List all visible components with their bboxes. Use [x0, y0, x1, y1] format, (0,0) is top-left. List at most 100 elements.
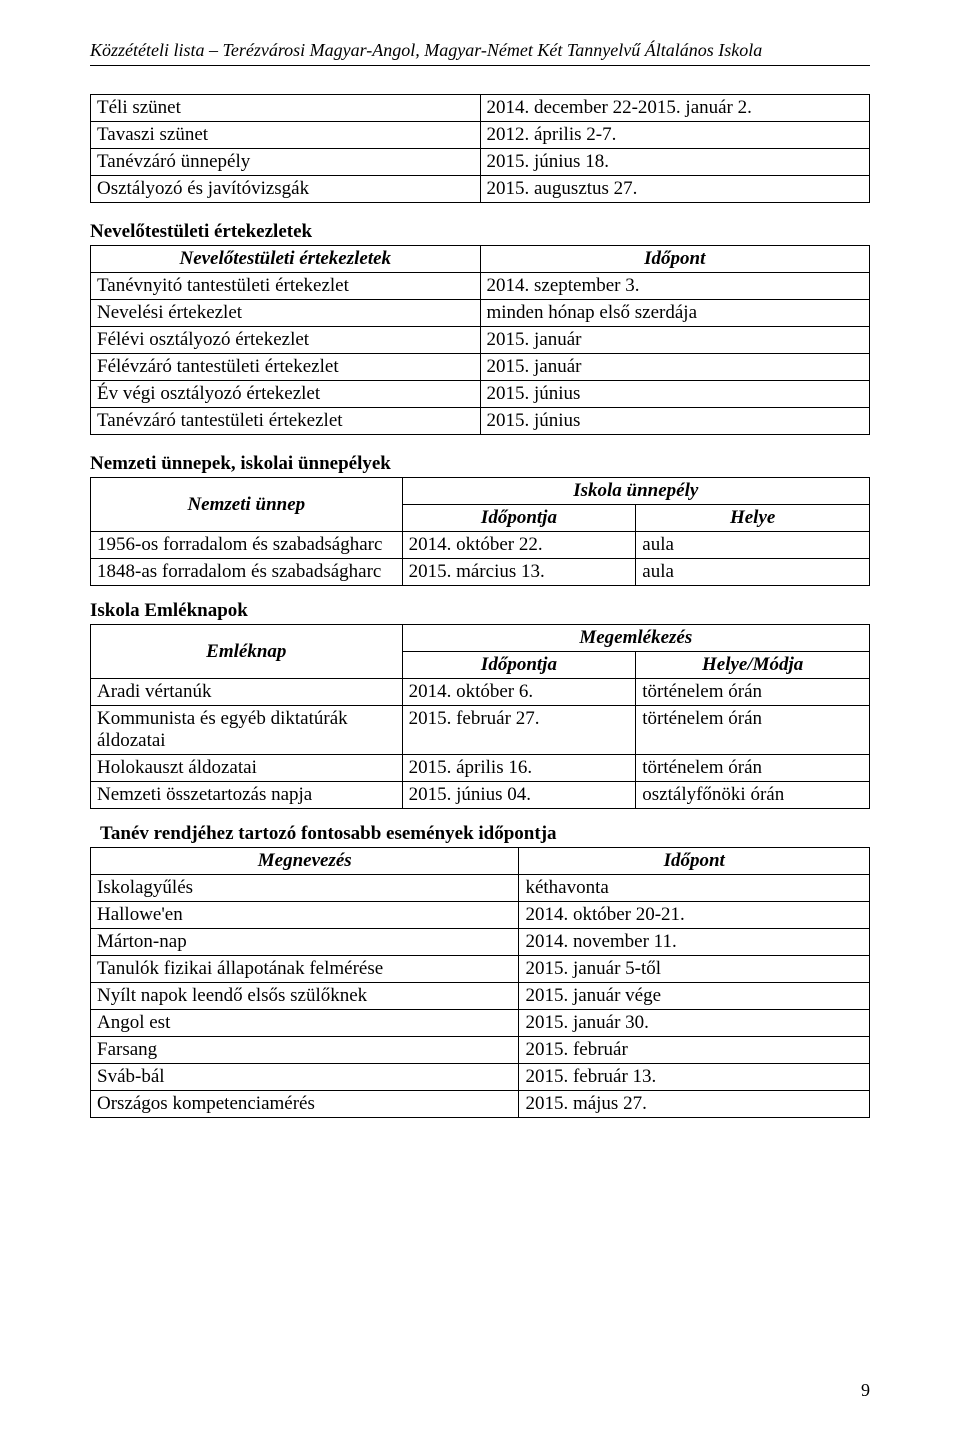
- table-header-row: Megnevezés Időpont: [91, 848, 870, 875]
- cell: Nevelési értekezlet: [91, 300, 481, 327]
- cell: Tavaszi szünet: [91, 122, 481, 149]
- cell: 2014. november 11.: [519, 929, 870, 956]
- col-header: Megemlékezés: [402, 625, 869, 652]
- cell: 2014. december 22-2015. január 2.: [480, 95, 870, 122]
- cell: Kommunista és egyéb diktatúrák áldozatai: [91, 706, 403, 755]
- cell: 2015. június 04.: [402, 782, 636, 809]
- cell: 2014. október 20-21.: [519, 902, 870, 929]
- col-header: Nevelőtestületi értekezletek: [91, 246, 481, 273]
- table-row: Nemzeti összetartozás napja2015. június …: [91, 782, 870, 809]
- cell: történelem órán: [636, 679, 870, 706]
- cell: Iskolagyűlés: [91, 875, 519, 902]
- section-title-emleknapok: Iskola Emléknapok: [90, 600, 870, 622]
- table-row: Tavaszi szünet2012. április 2-7.: [91, 122, 870, 149]
- cell: kéthavonta: [519, 875, 870, 902]
- cell: Félévi osztályozó értekezlet: [91, 327, 481, 354]
- cell: 2012. április 2-7.: [480, 122, 870, 149]
- table-header-row: Nemzeti ünnep Iskola ünnepély: [91, 478, 870, 505]
- col-header: Időpont: [519, 848, 870, 875]
- cell: 2014. szeptember 3.: [480, 273, 870, 300]
- cell: aula: [636, 532, 870, 559]
- page-number: 9: [861, 1380, 870, 1401]
- table-row: Tanévnyitó tantestületi értekezlet2014. …: [91, 273, 870, 300]
- col-header: Helye: [636, 505, 870, 532]
- col-header: Időpontja: [402, 652, 636, 679]
- cell: Nemzeti összetartozás napja: [91, 782, 403, 809]
- table-row: Sváb-bál2015. február 13.: [91, 1064, 870, 1091]
- table-row: Hallowe'en2014. október 20-21.: [91, 902, 870, 929]
- tanev-table: Megnevezés Időpont Iskolagyűléskéthavont…: [90, 847, 870, 1118]
- col-header: Megnevezés: [91, 848, 519, 875]
- cell: 2015. január: [480, 354, 870, 381]
- running-header: Közzétételi lista – Terézvárosi Magyar-A…: [90, 40, 870, 66]
- cell: 2015. május 27.: [519, 1091, 870, 1118]
- col-header: Nemzeti ünnep: [91, 478, 403, 532]
- cell: 2015. március 13.: [402, 559, 636, 586]
- cell: Hallowe'en: [91, 902, 519, 929]
- cell: osztályfőnöki órán: [636, 782, 870, 809]
- cell: Márton-nap: [91, 929, 519, 956]
- col-header: Időpont: [480, 246, 870, 273]
- cell: 2015. február 27.: [402, 706, 636, 755]
- table-row: Téli szünet2014. december 22-2015. januá…: [91, 95, 870, 122]
- cell: 2015. február 13.: [519, 1064, 870, 1091]
- cell: 2015. június: [480, 381, 870, 408]
- cell: Holokauszt áldozatai: [91, 755, 403, 782]
- cell: 2015. január 30.: [519, 1010, 870, 1037]
- table-row: Tanulók fizikai állapotának felmérése201…: [91, 956, 870, 983]
- table-row: Év végi osztályozó értekezlet2015. júniu…: [91, 381, 870, 408]
- table-row: Aradi vértanúk2014. október 6.történelem…: [91, 679, 870, 706]
- table-row: Farsang2015. február: [91, 1037, 870, 1064]
- table-row: Nevelési értekezletminden hónap első sze…: [91, 300, 870, 327]
- table-row: Kommunista és egyéb diktatúrák áldozatai…: [91, 706, 870, 755]
- table-row: 1848-as forradalom és szabadságharc2015.…: [91, 559, 870, 586]
- table-header-row: Emléknap Megemlékezés: [91, 625, 870, 652]
- cell: Téli szünet: [91, 95, 481, 122]
- table-row: Félévi osztályozó értekezlet2015. január: [91, 327, 870, 354]
- cell: 1848-as forradalom és szabadságharc: [91, 559, 403, 586]
- breaks-table: Téli szünet2014. december 22-2015. januá…: [90, 94, 870, 203]
- cell: 2015. június 18.: [480, 149, 870, 176]
- table-row: Nyílt napok leendő elsős szülőknek2015. …: [91, 983, 870, 1010]
- cell: 1956-os forradalom és szabadságharc: [91, 532, 403, 559]
- page: Közzétételi lista – Terézvárosi Magyar-A…: [0, 0, 960, 1431]
- cell: 2015. április 16.: [402, 755, 636, 782]
- cell: 2015. január vége: [519, 983, 870, 1010]
- table-row: Tanévzáró ünnepély2015. június 18.: [91, 149, 870, 176]
- cell: Tanévzáró tantestületi értekezlet: [91, 408, 481, 435]
- table-row: Holokauszt áldozatai2015. április 16.tör…: [91, 755, 870, 782]
- cell: Tanévnyitó tantestületi értekezlet: [91, 273, 481, 300]
- cell: 2015. augusztus 27.: [480, 176, 870, 203]
- cell: Angol est: [91, 1010, 519, 1037]
- nevelotestuleti-table: Nevelőtestületi értekezletek Időpont Tan…: [90, 245, 870, 435]
- cell: minden hónap első szerdája: [480, 300, 870, 327]
- col-header: Időpontja: [402, 505, 636, 532]
- table-row: Félévzáró tantestületi értekezlet2015. j…: [91, 354, 870, 381]
- cell: Farsang: [91, 1037, 519, 1064]
- col-header: Emléknap: [91, 625, 403, 679]
- col-header: Iskola ünnepély: [402, 478, 869, 505]
- unnepek-table: Nemzeti ünnep Iskola ünnepély Időpontja …: [90, 477, 870, 586]
- table-row: Országos kompetenciamérés2015. május 27.: [91, 1091, 870, 1118]
- cell: Tanévzáró ünnepély: [91, 149, 481, 176]
- table-header-row: Nevelőtestületi értekezletek Időpont: [91, 246, 870, 273]
- cell: aula: [636, 559, 870, 586]
- emleknapok-table: Emléknap Megemlékezés Időpontja Helye/Mó…: [90, 624, 870, 809]
- table-row: Osztályozó és javítóvizsgák2015. auguszt…: [91, 176, 870, 203]
- cell: Év végi osztályozó értekezlet: [91, 381, 481, 408]
- cell: Sváb-bál: [91, 1064, 519, 1091]
- section-title-tanev: Tanév rendjéhez tartozó fontosabb esemén…: [100, 823, 870, 845]
- cell: 2015. június: [480, 408, 870, 435]
- cell: Országos kompetenciamérés: [91, 1091, 519, 1118]
- cell: 2014. október 22.: [402, 532, 636, 559]
- cell: Aradi vértanúk: [91, 679, 403, 706]
- table-row: Angol est2015. január 30.: [91, 1010, 870, 1037]
- table-row: Tanévzáró tantestületi értekezlet2015. j…: [91, 408, 870, 435]
- cell: történelem órán: [636, 706, 870, 755]
- cell: Nyílt napok leendő elsős szülőknek: [91, 983, 519, 1010]
- cell: 2015. január 5-től: [519, 956, 870, 983]
- cell: Tanulók fizikai állapotának felmérése: [91, 956, 519, 983]
- section-title-nevelotestuleti: Nevelőtestületi értekezletek: [90, 221, 870, 243]
- cell: Osztályozó és javítóvizsgák: [91, 176, 481, 203]
- cell: 2015. február: [519, 1037, 870, 1064]
